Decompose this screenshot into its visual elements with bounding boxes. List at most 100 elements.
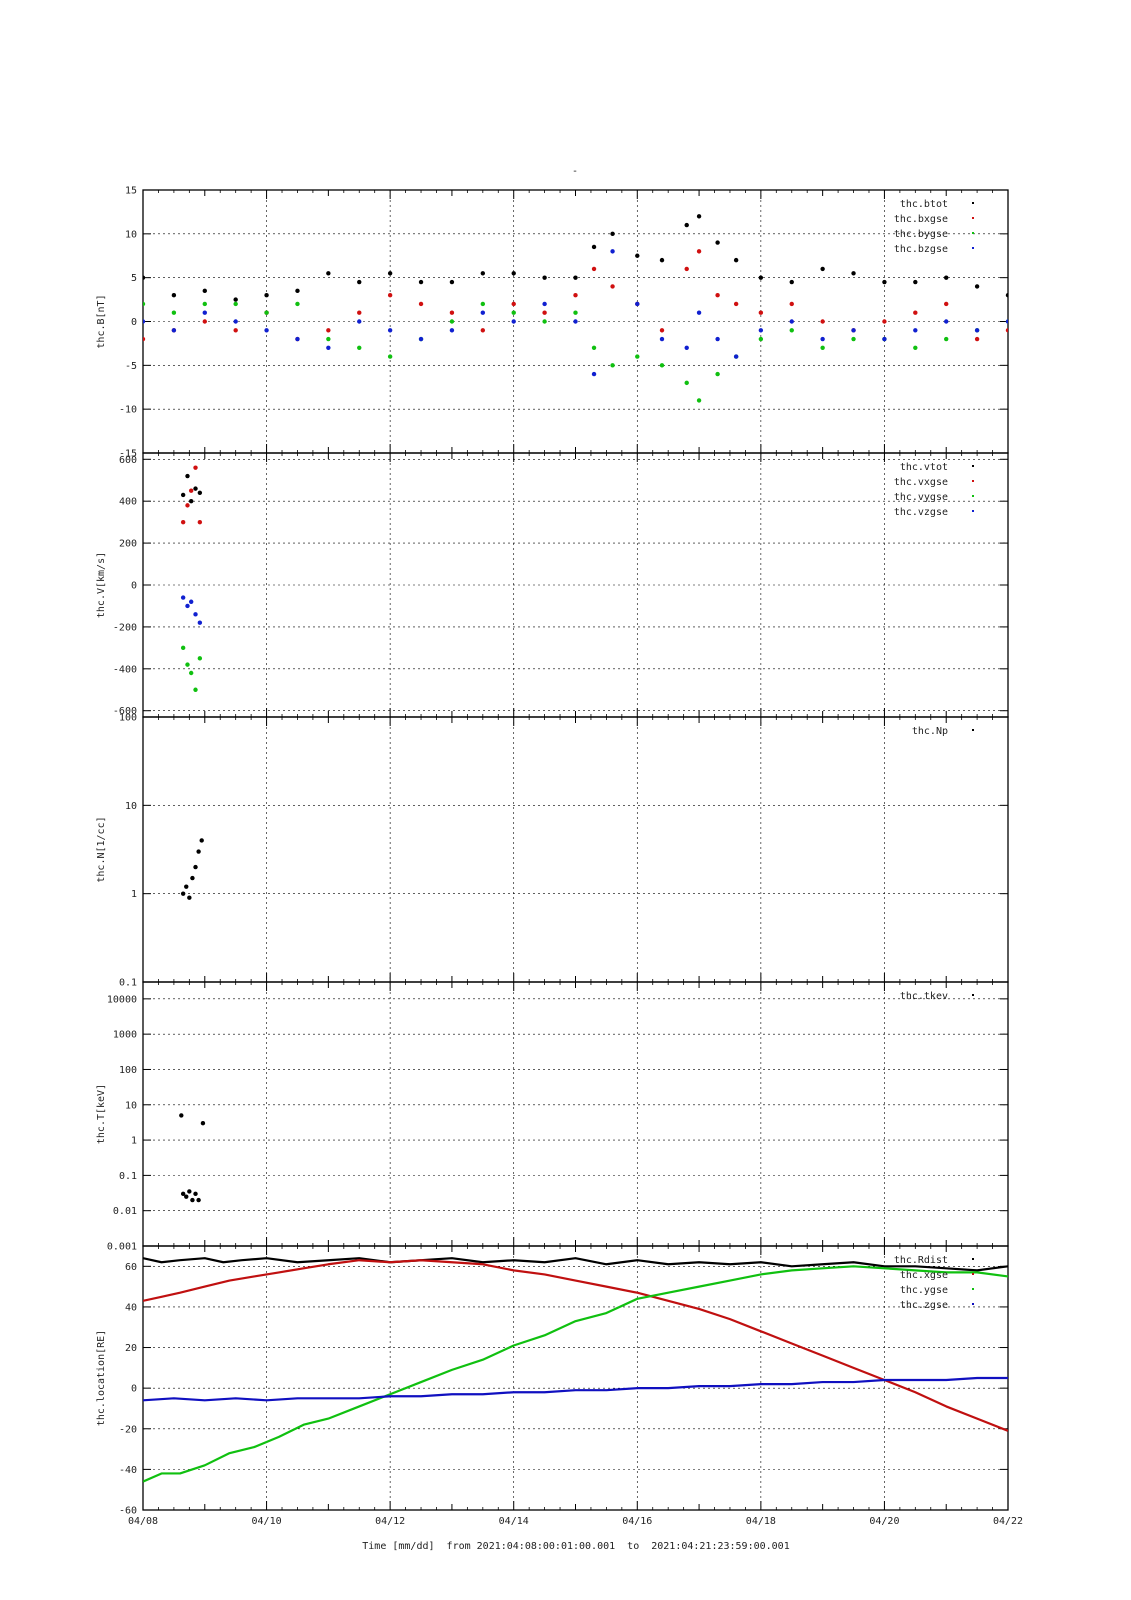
y-tick-label: -40 bbox=[119, 1465, 137, 1476]
data-point bbox=[696, 249, 702, 254]
series-thc-btot bbox=[143, 214, 1008, 302]
data-point bbox=[944, 301, 949, 307]
data-point bbox=[295, 336, 300, 342]
data-point bbox=[193, 1191, 198, 1197]
data-point bbox=[789, 279, 794, 285]
y-tick-label: -20 bbox=[119, 1424, 137, 1435]
y-tick-label: 20 bbox=[125, 1343, 137, 1354]
x-tick-label: 04/22 bbox=[993, 1516, 1023, 1527]
data-point bbox=[143, 319, 146, 324]
data-point bbox=[591, 244, 597, 250]
data-point bbox=[418, 301, 424, 307]
data-point bbox=[480, 271, 486, 276]
data-point bbox=[202, 301, 207, 307]
y-tick-label: -200 bbox=[113, 622, 137, 633]
series-thc-np bbox=[180, 838, 204, 900]
data-point bbox=[185, 603, 190, 609]
legend-swatch bbox=[972, 217, 974, 219]
data-point bbox=[913, 328, 918, 333]
data-point bbox=[143, 275, 146, 280]
data-point bbox=[357, 279, 362, 285]
data-point bbox=[684, 266, 689, 272]
series-line bbox=[143, 1265, 1008, 1483]
data-point bbox=[696, 398, 702, 403]
y-tick-label: 0 bbox=[131, 581, 137, 592]
legend-swatch bbox=[972, 232, 974, 234]
legend-entry: thc.xgse bbox=[900, 1270, 948, 1281]
y-tick-label: 10 bbox=[125, 1100, 137, 1111]
plot-area bbox=[143, 214, 1008, 403]
data-point bbox=[188, 599, 194, 604]
data-point bbox=[199, 838, 204, 843]
y-tick-label: 5 bbox=[131, 273, 137, 284]
data-point bbox=[511, 271, 516, 276]
data-point bbox=[326, 271, 331, 276]
series-thc-vtot bbox=[180, 473, 203, 504]
series-thc-ygse bbox=[143, 1265, 1008, 1483]
data-point bbox=[196, 1197, 201, 1203]
data-point bbox=[326, 328, 331, 333]
data-point bbox=[187, 1189, 192, 1194]
data-point bbox=[659, 336, 665, 342]
plot-area bbox=[180, 465, 203, 692]
data-point bbox=[180, 1191, 186, 1197]
data-point bbox=[944, 336, 949, 342]
data-point bbox=[511, 310, 516, 315]
data-point bbox=[610, 284, 615, 289]
data-point bbox=[171, 310, 177, 315]
data-point bbox=[387, 293, 393, 298]
data-point bbox=[418, 336, 424, 342]
data-point bbox=[143, 336, 146, 342]
data-point bbox=[715, 293, 720, 298]
legend-entry: thc.vtot bbox=[900, 462, 948, 473]
y-tick-label: -400 bbox=[113, 664, 137, 675]
data-point bbox=[193, 486, 198, 491]
y-tick-label: 600 bbox=[119, 455, 137, 466]
y-tick-label: 100 bbox=[119, 1065, 137, 1076]
series-line bbox=[143, 1257, 1008, 1272]
data-point bbox=[882, 279, 887, 285]
data-point bbox=[610, 363, 615, 368]
y-tick-label: -10 bbox=[119, 405, 137, 416]
data-point bbox=[449, 319, 455, 324]
data-point bbox=[202, 288, 207, 294]
x-tick-label: 04/12 bbox=[375, 1516, 405, 1527]
data-point bbox=[511, 319, 516, 324]
legend: thc.vtot thc.vxgse thc.vygse thc.vzgse bbox=[894, 462, 974, 518]
panel-thc-b-nt: 15 10 5 0 -5 -10 -15 thc.B[nT] thc.btot thc.bxgse… bbox=[96, 186, 1009, 460]
data-point bbox=[511, 301, 516, 307]
data-point bbox=[573, 293, 578, 298]
data-point bbox=[659, 257, 665, 263]
legend-entry: thc.vygse bbox=[894, 492, 948, 503]
series-line bbox=[143, 1259, 1008, 1432]
data-point bbox=[542, 319, 547, 324]
series-line bbox=[143, 1376, 1008, 1402]
data-point bbox=[789, 319, 794, 324]
x-tick-label: 04/18 bbox=[746, 1516, 776, 1527]
legend-entry: thc.zgse bbox=[900, 1300, 948, 1311]
data-point bbox=[480, 328, 486, 333]
series-thc-zgse bbox=[143, 1376, 1008, 1402]
panel-thc-location-re: 60 40 20 0 -20 -40 -60 thc.location[RE] thc.Rdis… bbox=[96, 1245, 1009, 1517]
data-point bbox=[197, 620, 203, 625]
y-tick-label: 0 bbox=[131, 317, 137, 328]
data-point bbox=[184, 884, 189, 889]
data-point bbox=[193, 864, 198, 870]
series-thc-rdist bbox=[143, 1257, 1008, 1272]
y-tick-label: 10 bbox=[125, 801, 137, 812]
data-point bbox=[882, 319, 887, 324]
data-point bbox=[573, 310, 578, 315]
data-point bbox=[696, 214, 702, 219]
data-point bbox=[180, 645, 186, 651]
data-point bbox=[200, 1121, 206, 1126]
data-point bbox=[264, 293, 269, 298]
data-point bbox=[180, 519, 186, 525]
data-point bbox=[202, 310, 207, 315]
data-point bbox=[733, 354, 739, 359]
data-point bbox=[684, 222, 689, 228]
y-tick-label: 100 bbox=[119, 713, 137, 724]
legend-entry: thc.ygse bbox=[900, 1285, 948, 1296]
legend: thc.Rdist thc.xgse thc.ygse thc.zgse bbox=[894, 1255, 974, 1311]
data-point bbox=[851, 336, 856, 342]
